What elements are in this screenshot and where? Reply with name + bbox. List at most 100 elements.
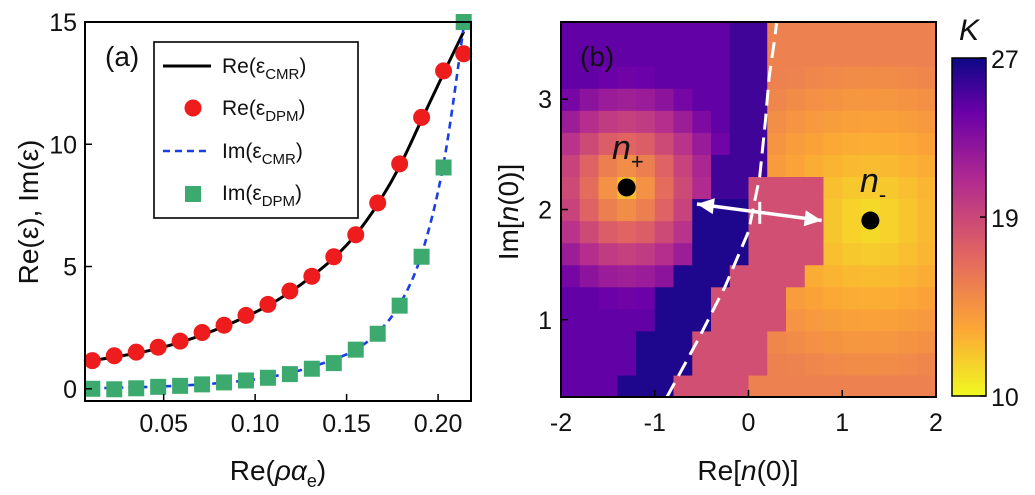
heatmap-cell [561,132,581,155]
heatmap-cell [598,44,618,67]
heatmap-cell [561,330,581,354]
heatmap-cell [561,308,581,332]
heatmap-cell [617,154,637,178]
heatmap-cell [561,22,581,45]
heatmap-cell [898,220,918,244]
heatmap-cell [561,198,581,222]
heatmap-cell [804,352,825,376]
heatmap-cell [786,22,806,45]
heatmap-cell [729,374,750,398]
heatmap-cell [711,176,731,200]
heatmap-cell [842,66,862,89]
heatmap-cell [579,110,600,133]
x-tick-label: -2 [550,409,572,437]
legend-symbol-re-dpm [184,99,202,117]
heatmap-cell [879,220,900,244]
heatmap-cell [804,264,825,288]
heatmap-cell [917,242,937,266]
heatmap-cell [823,110,843,133]
heatmap-cell [561,286,581,310]
heatmap-cell [917,264,937,288]
heatmap-cell [692,154,712,178]
y-tick-label: 5 [63,254,77,282]
heatmap-cell [786,264,806,288]
heatmap-cell [767,154,787,178]
heatmap-cell [767,220,787,244]
heatmap-cell [823,242,843,266]
data-point-im-dpm [194,376,211,393]
heatmap-cell [917,110,937,133]
heatmap-cell [729,308,750,332]
heatmap-cell [748,154,768,178]
heatmap-cell [598,66,618,89]
heatmap-cell [729,330,750,354]
heatmap-cell [617,132,637,155]
heatmap-cell [636,154,656,178]
heatmap-cell [654,220,675,244]
heatmap-cell [748,220,768,244]
heatmap-cell [842,242,862,266]
heatmap-cell [711,308,731,332]
heatmap-cell [767,44,787,67]
heatmap-cell [636,198,656,222]
heatmap-cell [804,132,825,155]
heatmap-cell [561,88,581,111]
heatmap-cell [598,374,618,398]
heatmap-cell [729,44,750,67]
heatmap-cell [879,374,900,398]
heatmap-cell [767,330,787,354]
colorbar-tick-label: 10 [991,384,1019,412]
heatmap-cell [917,176,937,200]
heatmap-cell [823,132,843,155]
heatmap-cell [729,286,750,310]
heatmap-cell [711,198,731,222]
heatmap-cell [842,88,862,111]
x-tick-label: 0 [742,409,756,437]
heatmap-cell [673,308,693,332]
heatmap-cell [579,264,600,288]
heatmap-cell [861,110,881,133]
heatmap-cell [692,352,712,376]
heatmap-cell [748,132,768,155]
heatmap-cell [617,242,637,266]
root-label-n-minus: n- [860,162,886,207]
heatmap-cell [804,154,825,178]
panel-a-chart: 0.05 0.10 0.15 0.20 0 5 10 15 (a) Re(εCMR) Re(ε… [13,9,473,491]
heatmap-cell [898,154,918,178]
x-tick-label: 0.10 [231,410,280,438]
heatmap-cell [654,264,675,288]
legend-entry-im-dpm: Im(εDPM) [222,182,302,210]
y-tick-label: 0 [63,376,77,404]
x-tick-label: -1 [644,409,666,437]
heatmap-cell [598,264,618,288]
heatmap-cell [654,330,675,354]
heatmap-cell [711,132,731,155]
heatmap-cell [823,308,843,332]
heatmap-cell [654,132,675,155]
heatmap-cell [861,286,881,310]
heatmap-cell [767,176,787,200]
heatmap-cell [711,374,731,398]
heatmap-cell [598,330,618,354]
heatmap-cell [786,176,806,200]
heatmap-cell [861,264,881,288]
heatmap-cell [692,66,712,89]
panel-a-plot-frame [84,21,472,402]
heatmap-cell [692,88,712,111]
heatmap-cell [561,66,581,89]
x-tick-label: 1 [835,409,849,437]
heatmap-cell [617,198,637,222]
data-point-re-dpm [193,324,211,342]
heatmap-cell [767,308,787,332]
heatmap-cell [861,374,881,398]
heatmap-cell [579,44,600,67]
heatmap-cell [692,110,712,133]
heatmap-cell [879,132,900,155]
heatmap-cell [786,308,806,332]
panel-b-label: (b) [580,41,614,72]
heatmap-cell [917,88,937,111]
heatmap-cell [579,220,600,244]
data-point-im-dpm [435,159,452,176]
heatmap-cell [579,132,600,155]
heatmap-cell [748,264,768,288]
